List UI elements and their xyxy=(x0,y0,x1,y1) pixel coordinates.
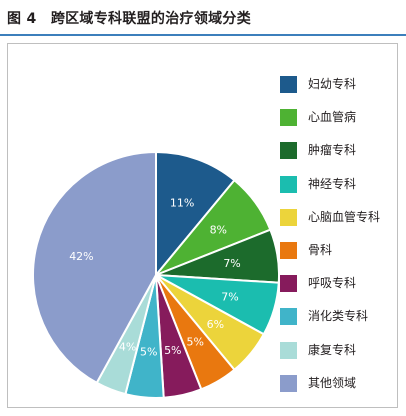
legend-label: 呼吸专科 xyxy=(308,276,357,291)
legend-swatch xyxy=(280,275,297,293)
slice-value-label-7: 5% xyxy=(164,344,181,357)
legend-label: 消化类专科 xyxy=(308,309,369,324)
legend-item-2: 心血管病 xyxy=(280,105,396,138)
legend-label: 骨科 xyxy=(308,242,333,257)
legend-item-9: 康复专科 xyxy=(280,338,396,371)
legend-label: 妇幼专科 xyxy=(308,77,357,91)
legend-item-5: 心脑血管专科 xyxy=(280,205,396,238)
legend-item-7: 呼吸专科 xyxy=(280,271,396,304)
slice-value-label-10: 42% xyxy=(69,250,93,263)
legend-swatch xyxy=(280,175,297,193)
legend-item-6: 骨科 xyxy=(280,238,396,271)
slice-value-label-6: 5% xyxy=(186,335,203,348)
slice-value-label-1: 11% xyxy=(170,197,194,210)
slice-value-label-4: 7% xyxy=(221,290,238,303)
legend-item-10: 其他领域 xyxy=(280,371,396,404)
legend-swatch xyxy=(280,341,297,359)
legend-item-8: 消化类专科 xyxy=(280,304,396,337)
legend-item-1: 妇幼专科 xyxy=(280,72,396,105)
legend: 妇幼专科心血管病肿瘤专科神经专科心脑血管专科 骨科呼吸专科消化类专科康复专科其他领… xyxy=(280,72,396,404)
slice-value-label-2: 8% xyxy=(210,224,227,237)
legend-label: 神经专科 xyxy=(308,176,357,191)
pie-chart: 11% 8% 7% 7% 6% 5% 5% 5% 4% 42% xyxy=(32,150,278,400)
legend-label: 康复专科 xyxy=(308,342,357,357)
legend-label: 其他领域 xyxy=(308,375,357,390)
legend-label: 心脑血管专科 xyxy=(308,209,381,224)
slice-value-label-3: 7% xyxy=(223,257,240,270)
title-rule xyxy=(0,34,406,36)
legend-swatch xyxy=(280,142,297,160)
pie-slice-1 xyxy=(155,150,236,278)
chart-panel: 11% 8% 7% 7% 6% 5% 5% 5% 4% 42% 妇幼专科心血管病肿瘤专科神经专科心… xyxy=(7,43,398,408)
slice-value-label-8: 5% xyxy=(140,346,157,359)
figure-title: 图 4 跨区域专科联盟的治疗领域分类 xyxy=(7,11,252,27)
legend-item-3: 肿瘤专科 xyxy=(280,138,396,171)
legend-swatch xyxy=(280,374,297,392)
legend-label: 心血管病 xyxy=(308,110,357,125)
pie-slice-10 xyxy=(32,150,157,385)
slice-value-label-9: 4% xyxy=(119,341,136,354)
legend-swatch xyxy=(280,241,297,259)
legend-item-4: 神经专科 xyxy=(280,172,396,205)
legend-label: 肿瘤专科 xyxy=(308,143,357,158)
legend-swatch xyxy=(280,208,297,226)
legend-swatch xyxy=(280,308,297,326)
legend-swatch xyxy=(280,109,297,127)
pie-slice-3 xyxy=(155,228,278,284)
slice-value-label-5: 6% xyxy=(207,318,224,331)
legend-swatch xyxy=(280,76,297,93)
